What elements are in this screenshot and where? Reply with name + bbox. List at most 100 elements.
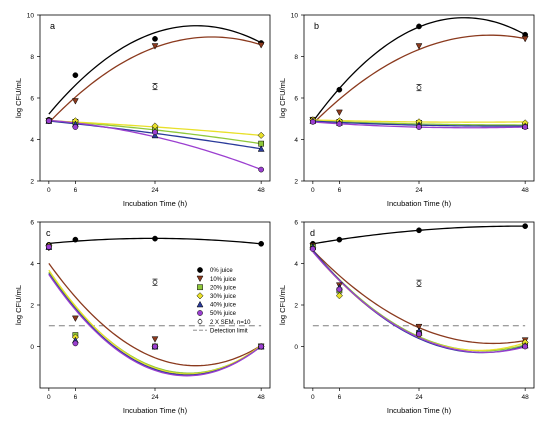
legend-item: 40% juice (196, 300, 237, 309)
fit-curve-juice_0 (48, 25, 262, 115)
legend: 0% juice 10% juice 20% juice 30% juice 40% j… (193, 267, 251, 334)
y-tick-label: 4 (294, 261, 298, 268)
data-point (415, 43, 423, 50)
legend-item: Detection limit (193, 328, 248, 334)
panel-label: a (50, 21, 55, 31)
y-tick-label: 2 (30, 178, 34, 185)
panel-label: c (46, 228, 51, 238)
legend-marker (197, 310, 203, 316)
data-point (258, 166, 265, 173)
x-tick-label: 0 (47, 394, 51, 401)
data-point (521, 36, 529, 43)
data-point (258, 240, 265, 247)
legend-label: 10% juice (210, 277, 237, 283)
legend-item: 30% juice (196, 292, 237, 300)
x-tick-label: 0 (47, 187, 51, 194)
x-tick-label: 48 (522, 394, 530, 401)
data-point (72, 124, 79, 130)
legend-item: 50% juice (197, 310, 237, 317)
legend-label: 30% juice (210, 294, 237, 300)
x-tick-label: 6 (74, 187, 78, 194)
data-point (335, 109, 343, 117)
data-point (416, 331, 422, 337)
data-point (522, 124, 529, 130)
x-tick-label: 24 (151, 394, 159, 401)
sem-errorbar (416, 279, 422, 287)
x-tick-label: 48 (258, 394, 266, 401)
sem-errorbar (152, 278, 158, 286)
legend-item: 0% juice (197, 267, 233, 274)
data-point (416, 23, 422, 30)
y-tick-label: 8 (294, 54, 298, 61)
x-tick-label: 48 (522, 187, 530, 194)
x-tick-label: 24 (415, 394, 423, 401)
data-point (152, 36, 158, 42)
y-axis-label: log CFU/mL (14, 285, 23, 325)
data-point (335, 292, 343, 300)
data-point (522, 343, 529, 350)
y-tick-label: 4 (294, 137, 298, 144)
data-point (258, 343, 265, 350)
data-point (152, 235, 158, 242)
fit-curve-juice_10 (48, 262, 262, 367)
legend-label: 0% juice (210, 268, 233, 274)
x-tick-label: 24 (415, 187, 423, 194)
fit-curve-juice_30 (48, 269, 262, 375)
legend-marker (196, 275, 204, 283)
data-point (336, 121, 343, 127)
panel-label: d (310, 228, 315, 238)
x-tick-label: 6 (74, 394, 78, 401)
data-point (257, 145, 265, 152)
y-tick-label: 6 (30, 95, 34, 102)
x-axis-label: Incubation Time (h) (123, 406, 188, 415)
data-point (257, 42, 265, 49)
data-point (45, 117, 52, 124)
legend-label: 40% juice (210, 303, 237, 309)
data-point (72, 236, 79, 243)
legend-item: 10% juice (196, 275, 237, 283)
data-point (309, 246, 316, 252)
y-tick-label: 6 (294, 95, 298, 102)
panel-label: b (314, 21, 319, 31)
x-tick-label: 0 (311, 187, 315, 194)
y-tick-label: 10 (291, 12, 299, 19)
data-point (309, 119, 316, 125)
y-tick-label: 4 (30, 137, 34, 144)
data-point (152, 129, 158, 136)
y-tick-label: 0 (30, 344, 34, 351)
data-point (522, 223, 529, 229)
data-point (415, 323, 423, 331)
data-point (45, 244, 52, 250)
legend-marker (197, 267, 203, 273)
data-point (416, 124, 422, 130)
data-point (151, 336, 159, 343)
legend-label: 50% juice (210, 311, 237, 317)
fit-curve-juice_50 (48, 274, 262, 377)
y-tick-label: 8 (30, 54, 34, 61)
y-tick-label: 10 (27, 12, 35, 19)
data-point (71, 315, 79, 323)
x-axis-label: Incubation Time (h) (387, 406, 452, 415)
legend-marker (196, 300, 204, 308)
data-point (72, 72, 79, 79)
x-axis-label: Incubation Time (h) (123, 199, 188, 208)
legend-label: Detection limit (210, 328, 248, 334)
x-tick-label: 0 (311, 394, 315, 401)
x-axis-label: Incubation Time (h) (387, 199, 452, 208)
legend-item: 20% juice (197, 284, 237, 291)
series-juice_50 (45, 244, 265, 350)
y-tick-label: 6 (30, 219, 34, 226)
series-juice_0 (309, 223, 529, 247)
y-tick-label: 0 (294, 344, 298, 351)
sem-errorbar (416, 84, 422, 92)
x-tick-label: 24 (151, 187, 159, 194)
sem-errorbar (152, 83, 158, 91)
data-point (71, 98, 79, 105)
y-tick-label: 6 (294, 219, 298, 226)
y-tick-label: 2 (30, 302, 34, 309)
legend-label: 20% juice (210, 285, 237, 291)
y-axis-label: log CFU/mL (278, 78, 287, 118)
